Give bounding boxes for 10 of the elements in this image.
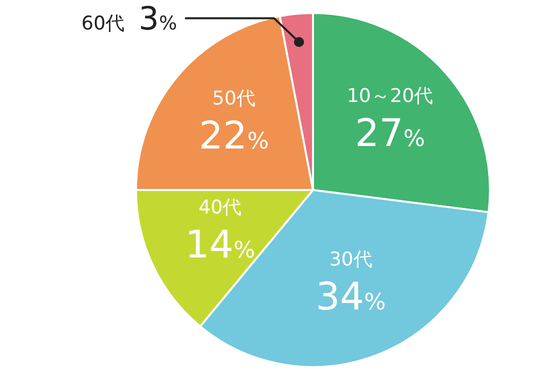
slice-label: 10～20代 (346, 85, 434, 108)
slice-label: 50代 (212, 88, 256, 110)
slice-label: 30代 (329, 248, 372, 270)
data-label: 14% (185, 222, 256, 267)
slice-label: 40代 (198, 196, 242, 219)
data-label: 34% (316, 274, 386, 318)
slice-label: 60代 (81, 12, 125, 34)
data-label: 3% (138, 0, 177, 38)
data-label: 27% (354, 111, 426, 156)
data-label: 22% (198, 114, 269, 158)
